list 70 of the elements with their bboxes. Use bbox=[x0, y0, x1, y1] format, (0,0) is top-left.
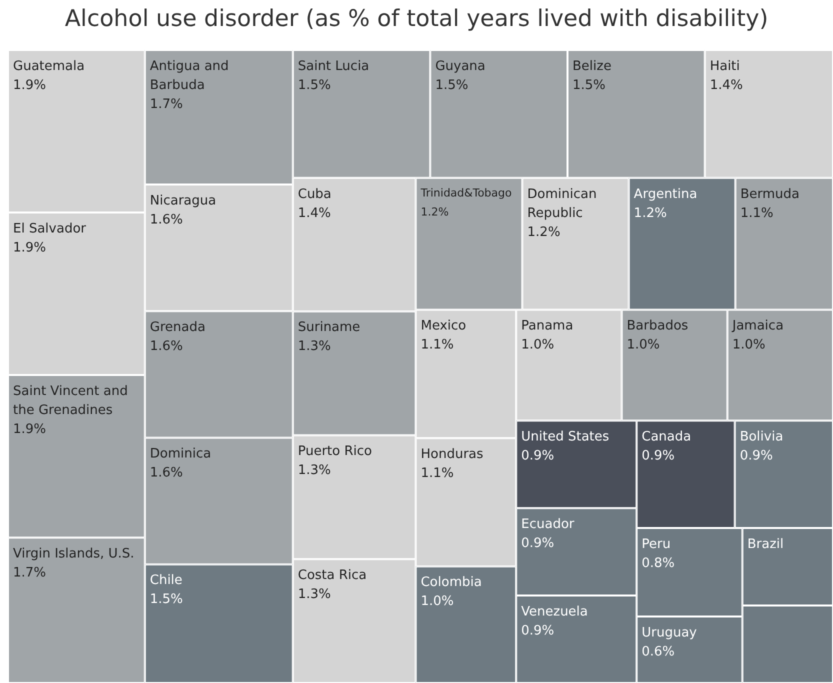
data-label: 1.1% bbox=[420, 338, 454, 353]
category-label: Venezuela bbox=[521, 604, 588, 620]
category-label: Costa Rica bbox=[298, 568, 367, 583]
data-label: 1.2% bbox=[420, 205, 449, 218]
category-label: Puerto Rico bbox=[298, 444, 372, 460]
data-label: 1.5% bbox=[150, 592, 183, 608]
data-label: 1.3% bbox=[298, 463, 331, 478]
category-label: Nicaragua bbox=[150, 193, 216, 208]
data-label: 1.1% bbox=[420, 466, 454, 481]
text: Alcohol use disorder (as % of total years lived with disability) bbox=[64, 6, 770, 32]
data-label: 1.0% bbox=[420, 594, 454, 610]
data-label: 1.9% bbox=[13, 240, 46, 256]
data-label: 1.6% bbox=[150, 212, 183, 228]
data-label: 1.2% bbox=[634, 206, 667, 221]
category-label: Brazil bbox=[747, 536, 784, 552]
category-label: Guyana bbox=[435, 58, 486, 74]
data-label: 1.0% bbox=[732, 338, 766, 353]
category-label: Virgin Islands, U.S. bbox=[13, 546, 134, 562]
data-label: 0.9% bbox=[642, 448, 675, 464]
category-label: Belize bbox=[572, 58, 612, 74]
data-label: 1.9% bbox=[13, 422, 46, 437]
category-label: Jamaica bbox=[731, 318, 784, 334]
data-label: 1.7% bbox=[13, 565, 46, 580]
data-label: 0.9% bbox=[521, 448, 554, 464]
data-label: 1.6% bbox=[150, 466, 183, 481]
category-label: Mexico bbox=[420, 318, 466, 334]
category-label: Peru bbox=[642, 536, 671, 552]
category-label: Suriname bbox=[298, 320, 360, 336]
category-label: Cuba bbox=[298, 186, 332, 202]
data-label: 0.9% bbox=[521, 623, 554, 638]
data-label: 1.6% bbox=[150, 338, 183, 354]
category-label: Colombia bbox=[420, 575, 482, 590]
category-label: Bolivia bbox=[740, 430, 784, 445]
category-label: Argentina bbox=[634, 186, 698, 202]
data-label: 1.0% bbox=[521, 338, 554, 353]
category-label: Panama bbox=[521, 318, 574, 334]
data-label: 0.9% bbox=[521, 536, 554, 551]
category-label: Guatemala bbox=[13, 58, 85, 74]
category-label: Canada bbox=[642, 430, 692, 445]
data-label: 1.3% bbox=[298, 586, 331, 602]
category-label: Barbados bbox=[626, 318, 688, 334]
category-label: Haiti bbox=[710, 58, 740, 74]
category-label: Antigua and Barbuda bbox=[150, 58, 229, 93]
data-label: 0.9% bbox=[740, 448, 773, 464]
category-label: Saint Vincent and the Grenadines bbox=[13, 384, 128, 418]
category-label: Bermuda bbox=[740, 186, 800, 202]
data-label: 1.7% bbox=[150, 96, 183, 112]
data-label: 1.2% bbox=[527, 224, 560, 240]
category-label: Ecuador bbox=[521, 516, 575, 532]
data-label: 1.1% bbox=[740, 206, 774, 221]
data-label: 1.5% bbox=[435, 78, 468, 93]
data-label: 1.5% bbox=[298, 78, 331, 93]
category-label: Saint Lucia bbox=[298, 58, 370, 74]
category-label: Chile bbox=[150, 573, 182, 588]
category-label: Dominican Republic bbox=[527, 186, 597, 221]
data-label: 1.0% bbox=[626, 338, 660, 353]
category-label: El Salvador bbox=[13, 221, 87, 236]
data-label: 1.4% bbox=[710, 78, 743, 93]
data-label: 1.4% bbox=[298, 206, 331, 221]
data-label: 1.9% bbox=[13, 78, 46, 93]
data-label: 0.8% bbox=[642, 556, 675, 571]
data-label: 1.3% bbox=[298, 339, 331, 354]
category-label: Grenada bbox=[150, 320, 206, 335]
category-label: United States bbox=[521, 430, 610, 445]
category-label: Dominica bbox=[150, 446, 212, 462]
data-label: 0.6% bbox=[642, 644, 675, 660]
category-label: Uruguay bbox=[642, 625, 698, 640]
category-label: Honduras bbox=[420, 446, 484, 462]
category-label: Trinidad&Tobago bbox=[420, 186, 512, 200]
data-label: 1.5% bbox=[572, 78, 606, 93]
